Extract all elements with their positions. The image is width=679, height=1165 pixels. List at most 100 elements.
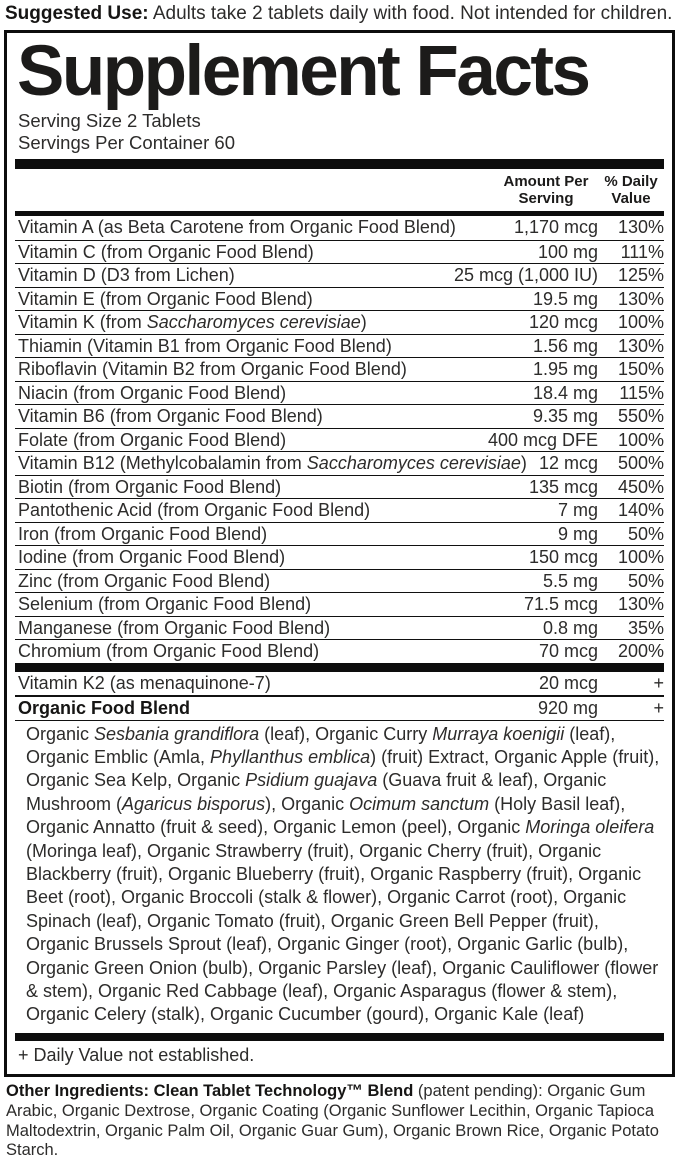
column-headers: Amount Per Serving % Daily Value xyxy=(15,169,664,212)
nutrient-daily-value: 200% xyxy=(617,641,664,662)
nutrient-row: Vitamin C (from Organic Food Blend) 100 m… xyxy=(15,239,664,264)
nutrient-amount: 20 mcg xyxy=(538,672,598,693)
nutrient-row: Vitamin A (as Beta Carotene from Organic… xyxy=(15,216,664,240)
nutrient-name: Vitamin D (D3 from Lichen) xyxy=(18,265,235,286)
nutrient-row: Pantothenic Acid (from Organic Food Blen… xyxy=(15,498,664,522)
nutrient-daily-value: + xyxy=(653,698,664,719)
nutrient-row: Thiamin (Vitamin B1 from Organic Food Bl… xyxy=(15,333,664,358)
nutrient-row: Vitamin E (from Organic Food Blend) 19.5 … xyxy=(15,286,664,311)
divider-bar-middle xyxy=(15,662,664,672)
nutrient-row: Vitamin D (D3 from Lichen) 25 mcg (1,000 … xyxy=(15,263,664,287)
nutrient-amount: 71.5 mcg xyxy=(523,594,598,615)
nutrient-daily-value: 115% xyxy=(619,382,664,403)
nutrient-amount: 7 mg xyxy=(557,500,598,521)
nutrient-amount: 150 mcg xyxy=(528,547,598,568)
nutrient-daily-value: 35% xyxy=(627,617,664,638)
panel-title: Supplement Facts xyxy=(17,31,591,111)
divider-bar-top xyxy=(15,158,664,169)
nutrient-daily-value: 100% xyxy=(617,547,664,568)
nutrient-daily-value: 130% xyxy=(617,335,664,356)
column-header-amount: Amount Per Serving xyxy=(503,172,589,207)
other-ingredients-label: Other Ingredients: Clean Tablet Technolo… xyxy=(6,1082,414,1101)
nutrient-name: Vitamin K (from Saccharomyces cerevisiae… xyxy=(18,312,367,333)
nutrient-daily-value: 140% xyxy=(617,500,664,521)
nutrient-name: Niacin (from Organic Food Blend) xyxy=(18,382,287,403)
nutrient-amount: 19.5 mg xyxy=(532,288,598,309)
nutrient-daily-value: 100% xyxy=(617,429,664,450)
suggested-use-label: Suggested Use: xyxy=(5,3,149,24)
nutrient-row: Iron (from Organic Food Blend) 9 mg 50% xyxy=(15,521,664,546)
nutrient-table: Vitamin A (as Beta Carotene from Organic… xyxy=(15,216,664,663)
nutrient-name: Biotin (from Organic Food Blend) xyxy=(18,476,282,497)
nutrient-daily-value: + xyxy=(653,672,664,693)
nutrient-daily-value: 450% xyxy=(617,476,664,497)
nutrient-row: Vitamin K2 (as menaquinone-7) 20 mcg + xyxy=(15,672,664,696)
nutrient-amount: 1,170 mcg xyxy=(513,217,598,238)
nutrient-row: Manganese (from Organic Food Blend) 0.8 m… xyxy=(15,615,664,640)
blend-ingredient-list: Organic Sesbania grandiflora (leaf), Org… xyxy=(15,719,664,1030)
nutrient-row: Biotin (from Organic Food Blend) 135 mcg 4… xyxy=(15,474,664,499)
nutrient-daily-value: 130% xyxy=(617,217,664,238)
nutrient-daily-value: 130% xyxy=(617,594,664,615)
suggested-use: Suggested Use: Adults take 2 tablets dai… xyxy=(0,0,679,30)
nutrient-amount: 135 mcg xyxy=(528,476,598,497)
nutrient-amount: 1.56 mg xyxy=(532,335,598,356)
secondary-nutrient-table: Vitamin K2 (as menaquinone-7) 20 mcg + Orga… xyxy=(15,672,664,720)
nutrient-name: Selenium (from Organic Food Blend) xyxy=(18,594,312,615)
nutrient-row: Selenium (from Organic Food Blend) 71.5 m… xyxy=(15,592,664,616)
supplement-facts-panel: Supplement Facts Serving Size 2 Tablets … xyxy=(4,29,675,1078)
nutrient-name: Zinc (from Organic Food Blend) xyxy=(18,570,271,591)
nutrient-amount: 120 mcg xyxy=(528,312,598,333)
nutrient-name: Vitamin A (as Beta Carotene from Organic… xyxy=(18,217,456,238)
nutrient-row: Folate (from Organic Food Blend) 400 mcg … xyxy=(15,427,664,452)
nutrient-amount: 100 mg xyxy=(537,241,598,262)
nutrient-row: Vitamin B12 (Methylcobalamin from Saccha… xyxy=(15,451,664,475)
nutrient-amount: 12 mcg xyxy=(538,453,598,474)
suggested-use-text: Adults take 2 tablets daily with food. N… xyxy=(148,3,673,24)
nutrient-name: Vitamin B12 (Methylcobalamin from Saccha… xyxy=(18,453,527,474)
nutrient-row: Vitamin K (from Saccharomyces cerevisiae… xyxy=(15,310,664,334)
nutrient-row: Zinc (from Organic Food Blend) 5.5 mg 50% xyxy=(15,568,664,593)
nutrient-daily-value: 550% xyxy=(617,406,664,427)
nutrient-amount: 5.5 mg xyxy=(542,570,598,591)
servings-per-container: Servings Per Container 60 xyxy=(18,131,235,153)
nutrient-row: Vitamin B6 (from Organic Food Blend) 9.35… xyxy=(15,404,664,428)
nutrient-name: Vitamin E (from Organic Food Blend) xyxy=(18,288,313,309)
nutrient-daily-value: 125% xyxy=(617,265,664,286)
nutrient-amount: 18.4 mg xyxy=(532,382,598,403)
nutrient-daily-value: 100% xyxy=(617,312,664,333)
nutrient-name: Vitamin C (from Organic Food Blend) xyxy=(18,241,314,262)
nutrient-name: Organic Food Blend xyxy=(18,698,191,719)
nutrient-amount: 25 mcg (1,000 IU) xyxy=(453,265,598,286)
nutrient-daily-value: 50% xyxy=(627,523,664,544)
nutrient-amount: 9.35 mg xyxy=(532,406,598,427)
nutrient-name: Chromium (from Organic Food Blend) xyxy=(18,641,320,662)
nutrient-name: Folate (from Organic Food Blend) xyxy=(18,429,287,450)
nutrient-amount: 9 mg xyxy=(557,523,598,544)
nutrient-row: Organic Food Blend 920 mg + xyxy=(15,695,664,720)
serving-size: Serving Size 2 Tablets xyxy=(18,110,201,132)
nutrient-row: Riboflavin (Vitamin B2 from Organic Food… xyxy=(15,357,664,381)
divider-bar-bottom xyxy=(15,1032,664,1041)
nutrient-name: Riboflavin (Vitamin B2 from Organic Food… xyxy=(18,359,407,380)
nutrient-amount: 0.8 mg xyxy=(542,617,598,638)
nutrient-daily-value: 500% xyxy=(617,453,664,474)
nutrient-name: Vitamin K2 (as menaquinone-7) xyxy=(18,672,271,693)
nutrient-amount: 70 mcg xyxy=(538,641,598,662)
nutrient-name: Manganese (from Organic Food Blend) xyxy=(18,617,331,638)
nutrient-daily-value: 50% xyxy=(627,570,664,591)
nutrient-row: Iodine (from Organic Food Blend) 150 mcg 1… xyxy=(15,545,664,569)
nutrient-amount: 400 mcg DFE xyxy=(487,429,598,450)
column-header-daily-value: % Daily Value xyxy=(604,172,658,207)
nutrient-name: Iodine (from Organic Food Blend) xyxy=(18,547,286,568)
nutrient-name: Thiamin (Vitamin B1 from Organic Food Bl… xyxy=(18,335,392,356)
nutrient-name: Iron (from Organic Food Blend) xyxy=(18,523,268,544)
nutrient-name: Pantothenic Acid (from Organic Food Blen… xyxy=(18,500,371,521)
nutrient-row: Niacin (from Organic Food Blend) 18.4 mg 1… xyxy=(15,380,664,405)
daily-value-footnote: + Daily Value not established. xyxy=(18,1044,255,1065)
nutrient-name: Vitamin B6 (from Organic Food Blend) xyxy=(18,406,323,427)
nutrient-amount: 920 mg xyxy=(537,698,598,719)
nutrient-amount: 1.95 mg xyxy=(532,359,598,380)
nutrient-daily-value: 150% xyxy=(617,359,664,380)
